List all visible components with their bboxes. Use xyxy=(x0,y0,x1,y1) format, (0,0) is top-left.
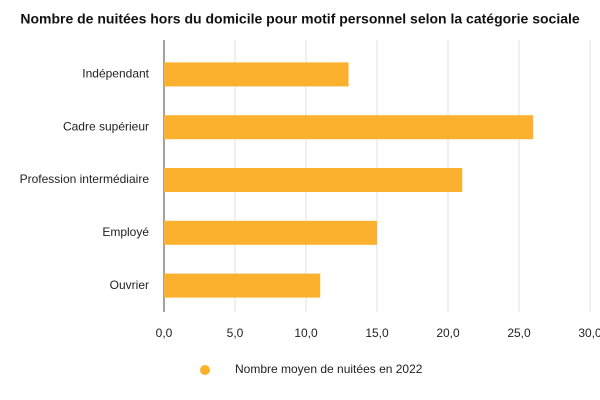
chart-title: Nombre de nuitées hors du domicile pour … xyxy=(20,11,580,27)
legend-label: Nombre moyen de nuitées en 2022 xyxy=(235,362,423,376)
bar xyxy=(164,168,463,192)
y-tick-label: Employé xyxy=(102,225,149,239)
bar xyxy=(164,62,349,87)
bar xyxy=(164,115,534,140)
legend-marker xyxy=(200,365,210,375)
x-tick-label: 20,0 xyxy=(436,326,460,340)
x-tick-label: 5,0 xyxy=(227,326,244,340)
x-tick-label: 0,0 xyxy=(156,326,173,340)
x-tick-label: 15,0 xyxy=(365,326,389,340)
x-tick-label: 30,0 xyxy=(578,326,600,340)
y-tick-label: Profession intermédiaire xyxy=(20,172,150,186)
x-tick-label: 25,0 xyxy=(507,326,531,340)
x-tick-label: 10,0 xyxy=(294,326,318,340)
y-tick-label: Indépendant xyxy=(82,67,149,81)
bar xyxy=(164,273,321,298)
y-tick-label: Cadre supérieur xyxy=(63,119,149,133)
y-tick-label: Ouvrier xyxy=(110,278,149,292)
bar xyxy=(164,220,377,245)
